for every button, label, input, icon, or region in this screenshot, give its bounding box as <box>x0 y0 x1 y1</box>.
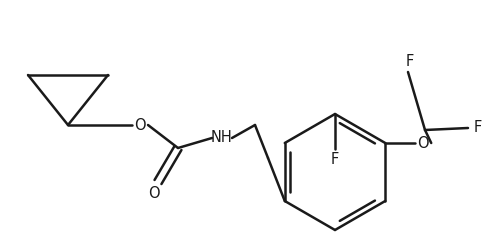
Text: NH: NH <box>211 131 232 145</box>
Text: F: F <box>473 120 481 136</box>
Text: O: O <box>134 118 146 132</box>
Text: F: F <box>405 54 413 70</box>
Text: O: O <box>417 136 428 150</box>
Text: O: O <box>148 186 160 202</box>
Text: F: F <box>330 151 338 167</box>
